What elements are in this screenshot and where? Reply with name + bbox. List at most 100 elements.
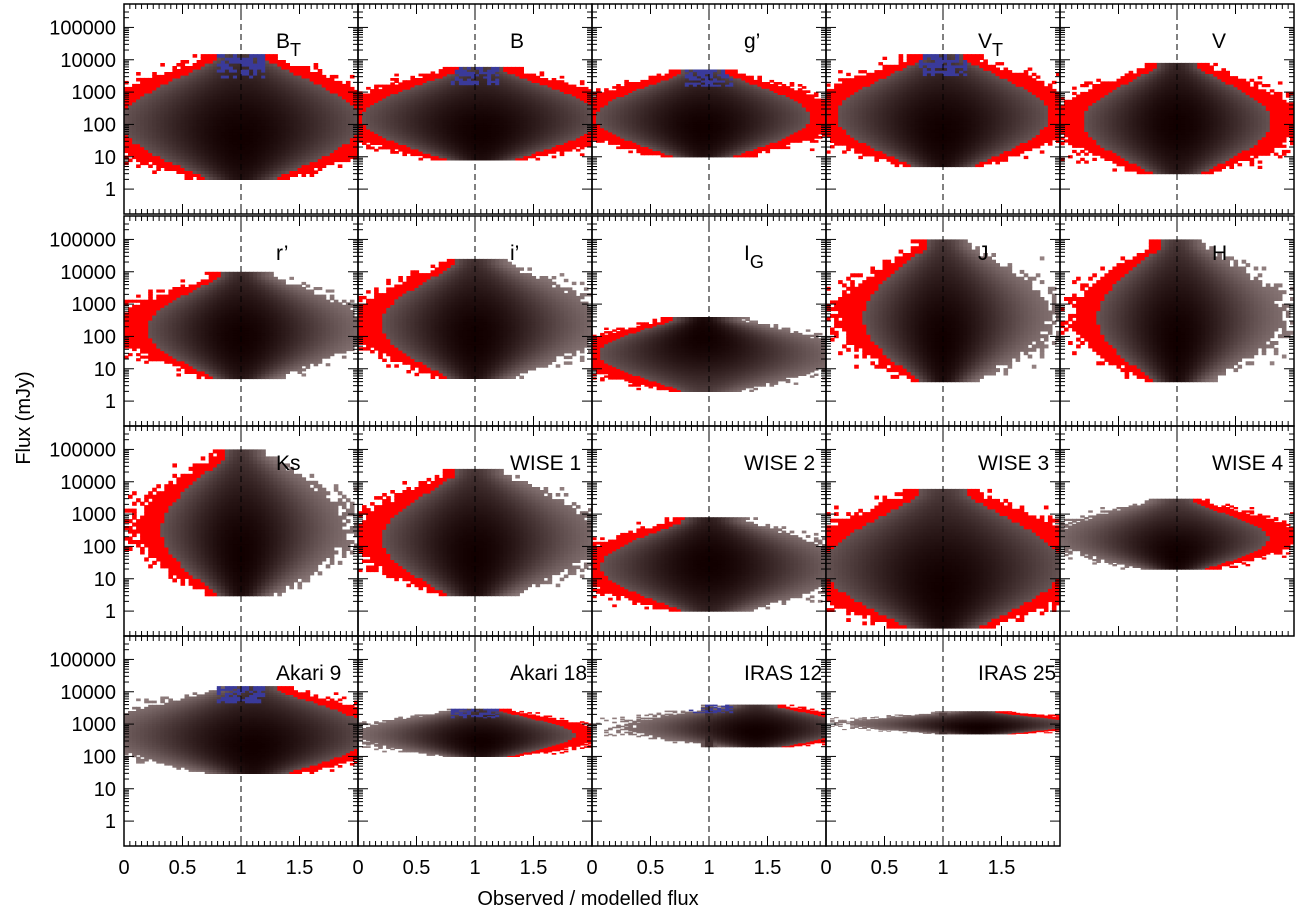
density-cell — [253, 69, 258, 73]
density-cell — [184, 140, 190, 145]
density-cell — [531, 113, 537, 117]
density-cell — [442, 122, 448, 126]
density-cell — [515, 153, 520, 157]
density-cell — [390, 140, 395, 143]
density-cell — [531, 148, 537, 152]
density-cell — [442, 148, 448, 152]
density-cell — [438, 93, 444, 97]
density-cell — [721, 133, 726, 137]
density-cell — [285, 137, 290, 142]
density-cell — [616, 142, 621, 145]
density-cell — [224, 170, 230, 174]
density-cell — [212, 66, 218, 70]
density-cell — [567, 102, 573, 106]
density-cell — [543, 140, 549, 143]
density-cell — [503, 109, 508, 112]
density-cell — [418, 117, 424, 121]
density-cell — [204, 158, 210, 163]
density-cell — [402, 135, 407, 139]
density-cell — [600, 133, 605, 137]
density-cell — [616, 136, 621, 139]
density-cell — [297, 161, 303, 166]
density-cell — [507, 73, 512, 77]
density-cell — [285, 86, 290, 91]
density-cell — [495, 142, 500, 145]
density-cell — [410, 80, 415, 83]
density-cell — [491, 73, 496, 77]
density-cell — [531, 142, 537, 145]
density-cell — [160, 116, 165, 121]
density-cell — [539, 80, 545, 83]
density-cell — [543, 133, 549, 137]
density-cell — [446, 91, 452, 95]
density-cell — [684, 136, 690, 139]
density-cell — [676, 133, 682, 137]
density-cell — [462, 126, 468, 130]
density-cell — [458, 73, 464, 77]
density-cell — [547, 84, 553, 88]
density-cell — [241, 101, 246, 106]
density-cell — [374, 100, 379, 103]
density-cell — [200, 149, 206, 154]
density-cell — [337, 155, 343, 160]
density-cell — [410, 131, 415, 134]
density-cell — [709, 136, 714, 139]
density-cell — [523, 148, 528, 152]
density-cell — [224, 119, 230, 124]
density-cell — [144, 125, 149, 130]
density-cell — [341, 152, 347, 157]
density-cell — [253, 89, 258, 94]
density-cell — [426, 155, 432, 159]
density-cell — [406, 151, 411, 154]
density-cell — [442, 140, 448, 143]
density-cell — [313, 83, 319, 88]
density-cell — [281, 66, 286, 70]
density-cell — [777, 133, 783, 137]
density-cell — [567, 95, 573, 99]
density-cell — [547, 82, 553, 86]
density-cell — [422, 86, 428, 90]
density-cell — [152, 92, 157, 97]
density-cell — [293, 83, 298, 88]
density-cell — [301, 167, 307, 171]
density-cell — [446, 86, 452, 90]
density-cell — [442, 117, 448, 121]
density-cell — [237, 125, 242, 130]
density-cell — [446, 146, 452, 150]
density-cell — [160, 158, 165, 163]
density-cell — [273, 104, 278, 109]
density-cell — [208, 155, 214, 160]
density-cell — [345, 155, 351, 160]
density-cell — [273, 74, 278, 79]
density-cell — [172, 110, 177, 115]
density-cell — [349, 116, 355, 121]
density-cell — [434, 137, 440, 141]
density-cell — [418, 104, 424, 108]
density-cell — [575, 93, 581, 97]
density-cell — [249, 113, 254, 118]
density-cell — [733, 136, 738, 139]
density-cell — [285, 152, 290, 157]
density-cell — [301, 152, 307, 157]
density-cell — [692, 148, 698, 152]
density-cell — [269, 131, 274, 136]
density-cell — [144, 137, 149, 142]
density-cell — [172, 140, 177, 145]
density-cell — [519, 137, 524, 141]
density-cell — [535, 109, 541, 112]
density-cell — [535, 124, 541, 128]
density-cell — [172, 101, 177, 106]
density-cell — [434, 73, 440, 77]
density-cell — [144, 116, 149, 121]
density-cell — [527, 151, 532, 154]
density-cell — [567, 84, 573, 88]
density-cell — [511, 133, 516, 137]
density-cell — [253, 104, 258, 109]
density-cell — [245, 140, 250, 145]
density-cell — [148, 119, 153, 124]
density-cell — [531, 106, 537, 110]
density-cell — [249, 72, 254, 76]
density-cell — [462, 104, 468, 108]
density-cell — [188, 131, 194, 136]
density-cell — [515, 91, 520, 95]
